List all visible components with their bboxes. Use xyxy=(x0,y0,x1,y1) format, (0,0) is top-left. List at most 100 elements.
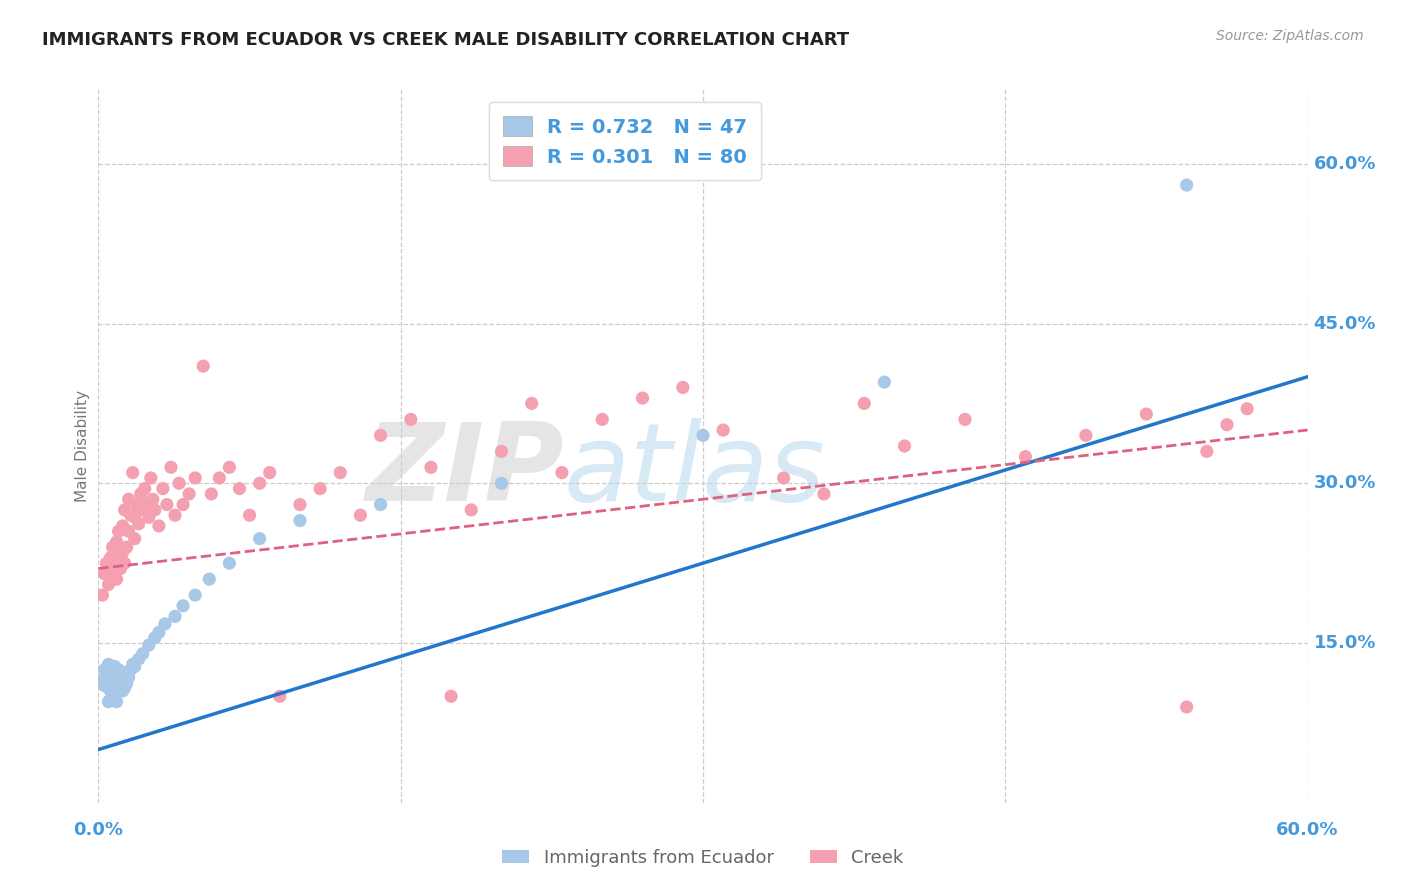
Text: 60.0%: 60.0% xyxy=(1313,154,1376,173)
Point xyxy=(120,508,142,523)
Point xyxy=(101,564,124,578)
Point xyxy=(239,508,262,523)
Point xyxy=(96,668,118,682)
Point xyxy=(249,476,271,491)
Point xyxy=(163,508,186,523)
Point xyxy=(218,556,240,570)
Point xyxy=(120,663,142,677)
Legend: R = 0.732   N = 47, R = 0.301   N = 80: R = 0.732 N = 47, R = 0.301 N = 80 xyxy=(489,103,761,180)
Point xyxy=(156,498,179,512)
Text: IMMIGRANTS FROM ECUADOR VS CREEK MALE DISABILITY CORRELATION CHART: IMMIGRANTS FROM ECUADOR VS CREEK MALE DI… xyxy=(42,31,849,49)
Point xyxy=(1014,450,1036,464)
Text: 60.0%: 60.0% xyxy=(1277,821,1339,838)
Point xyxy=(138,510,160,524)
Y-axis label: Male Disability: Male Disability xyxy=(75,390,90,502)
Point xyxy=(1175,178,1198,192)
Point xyxy=(309,482,332,496)
Point xyxy=(269,690,291,704)
Point xyxy=(132,503,155,517)
Point xyxy=(115,540,138,554)
Point xyxy=(134,482,156,496)
Point xyxy=(124,532,146,546)
Point xyxy=(520,396,543,410)
Point xyxy=(118,670,141,684)
Point xyxy=(288,514,311,528)
Point xyxy=(1135,407,1157,421)
Point xyxy=(440,690,463,704)
Point xyxy=(101,676,124,690)
Point xyxy=(349,508,371,523)
Point xyxy=(111,519,134,533)
Point xyxy=(143,503,166,517)
Point xyxy=(97,577,120,591)
Point xyxy=(167,476,190,491)
Point xyxy=(1216,417,1239,432)
Point xyxy=(124,659,146,673)
Point xyxy=(103,556,125,570)
Point xyxy=(198,572,221,586)
Point xyxy=(288,498,311,512)
Point xyxy=(91,588,114,602)
Point xyxy=(873,375,896,389)
Point xyxy=(101,665,124,680)
Text: 0.0%: 0.0% xyxy=(73,821,124,838)
Point xyxy=(1236,401,1258,416)
Point xyxy=(200,487,222,501)
Point xyxy=(491,476,513,491)
Point xyxy=(103,659,125,673)
Point xyxy=(218,460,240,475)
Point xyxy=(135,498,157,512)
Point xyxy=(228,482,250,496)
Point xyxy=(711,423,734,437)
Point xyxy=(370,498,392,512)
Point xyxy=(93,663,115,677)
Point xyxy=(111,673,134,688)
Point xyxy=(110,668,132,682)
Point xyxy=(1175,700,1198,714)
Point xyxy=(370,428,392,442)
Point xyxy=(121,657,143,672)
Point xyxy=(631,391,654,405)
Point xyxy=(153,616,176,631)
Point xyxy=(107,550,129,565)
Point xyxy=(152,482,174,496)
Point xyxy=(100,670,122,684)
Point xyxy=(114,503,136,517)
Point xyxy=(125,498,148,512)
Point xyxy=(143,631,166,645)
Point xyxy=(491,444,513,458)
Point xyxy=(208,471,231,485)
Point xyxy=(893,439,915,453)
Point xyxy=(672,380,695,394)
Point xyxy=(96,556,118,570)
Point xyxy=(399,412,422,426)
Point xyxy=(160,460,183,475)
Point xyxy=(105,695,128,709)
Point xyxy=(772,471,794,485)
Point xyxy=(107,524,129,539)
Point xyxy=(100,550,122,565)
Point xyxy=(110,561,132,575)
Point xyxy=(114,681,136,695)
Point xyxy=(107,663,129,677)
Point xyxy=(329,466,352,480)
Point xyxy=(107,670,129,684)
Point xyxy=(105,534,128,549)
Point xyxy=(100,684,122,698)
Point xyxy=(97,695,120,709)
Point xyxy=(118,524,141,539)
Text: 15.0%: 15.0% xyxy=(1313,634,1376,652)
Point xyxy=(148,625,170,640)
Point xyxy=(148,519,170,533)
Point xyxy=(121,466,143,480)
Point xyxy=(128,516,150,531)
Text: atlas: atlas xyxy=(564,418,825,524)
Point xyxy=(105,684,128,698)
Text: 45.0%: 45.0% xyxy=(1313,315,1376,333)
Point xyxy=(105,673,128,688)
Point xyxy=(115,676,138,690)
Point xyxy=(551,466,574,480)
Point xyxy=(853,396,876,410)
Point xyxy=(419,460,441,475)
Point xyxy=(129,487,152,501)
